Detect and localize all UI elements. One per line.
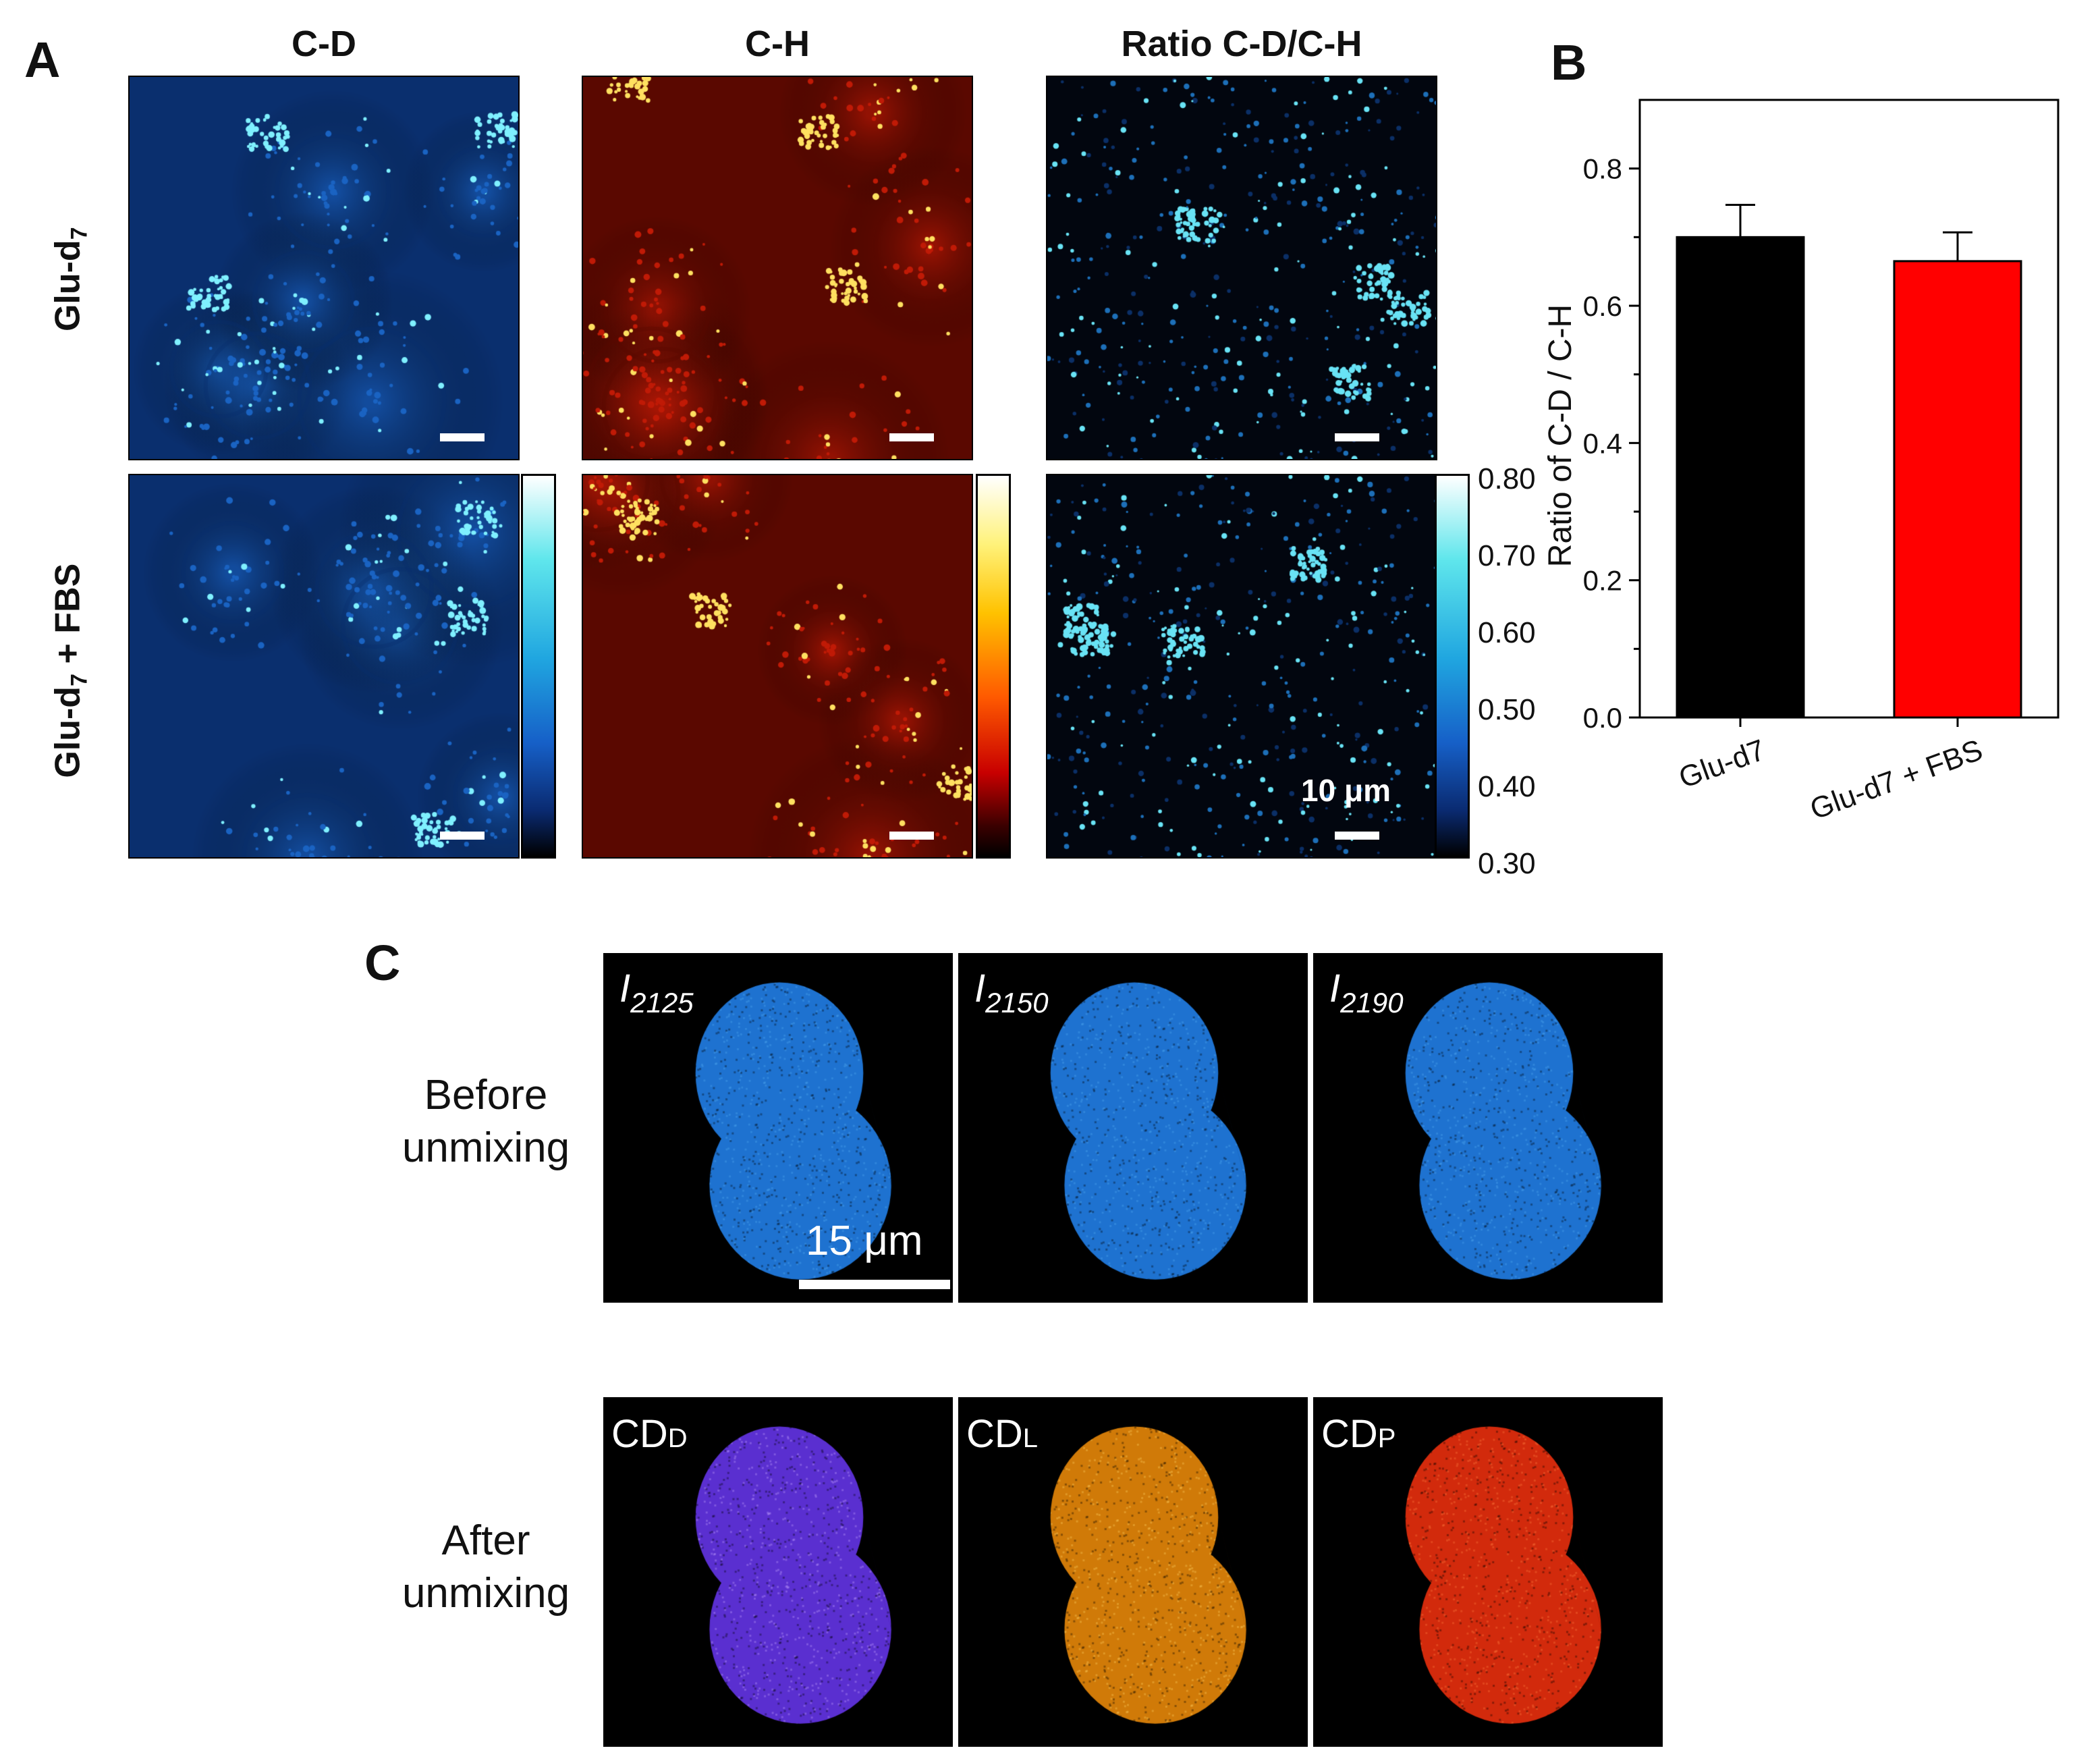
bar-1 (1893, 260, 2022, 719)
colorbar-tick-5: 0.30 (1478, 847, 1536, 880)
row-label-after-unmixing: After unmixing (402, 1517, 570, 1617)
image-ratio-glu-d7-fbs (1046, 474, 1437, 859)
label-i2150: I2150 (974, 967, 1049, 1019)
colorbar-tick-1: 0.70 (1478, 539, 1536, 572)
image-cd-glu-d7-fbs (128, 474, 520, 859)
x-tick-label-1: Glu-d7 + FBS (1806, 733, 1987, 826)
panel-b-letter: B (1551, 34, 1587, 90)
scale-bar-1 (440, 433, 485, 441)
scale-bar-label-a: 10 μm (1301, 773, 1391, 808)
scale-bar-2 (889, 433, 934, 441)
colorbar-tick-3: 0.50 (1478, 693, 1536, 726)
scale-bar-4 (440, 832, 485, 840)
image-cdl (958, 1397, 1308, 1747)
label-i2125: I2125 (619, 967, 694, 1019)
image-ratio-glu-d7 (1046, 76, 1437, 460)
label-cdl: CDL (966, 1412, 1039, 1456)
colorbar-tick-2: 0.60 (1478, 616, 1536, 649)
colorbar-tick-4: 0.40 (1478, 770, 1536, 803)
image-i2125 (603, 953, 953, 1303)
y-tick-label-0: 0.0 (1583, 702, 1622, 734)
y-tick-label-1: 0.2 (1583, 565, 1622, 597)
y-tick-label-3: 0.6 (1583, 290, 1622, 322)
label-cdd: CDD (611, 1412, 688, 1456)
y-tick-label-2: 0.4 (1583, 427, 1622, 459)
y-axis-label: Ratio of C-D / C-H (1545, 304, 1578, 567)
colorbar-ch (976, 474, 1011, 859)
image-i2190 (1313, 953, 1663, 1303)
colorbar-tick-0: 0.80 (1478, 462, 1536, 495)
scale-bar-5 (889, 832, 934, 840)
bar-0 (1676, 236, 1805, 719)
bar-chart: 0.0 0.2 0.4 0.6 0.8 Ratio of C-D / C-H Glu-d7 G… (1545, 99, 2060, 826)
scale-bar-label-c: 15 μm (806, 1218, 923, 1264)
panel-c-letter: C (364, 935, 401, 991)
column-title-ch: C-H (745, 24, 810, 64)
image-cd-glu-d7 (128, 76, 520, 460)
colorbar-cd (521, 474, 556, 859)
y-tick-label-4: 0.8 (1583, 153, 1622, 185)
column-title-cd: C-D (292, 24, 356, 64)
row-label-glu-d7: Glu-d7 (48, 227, 92, 332)
scale-bar-c (799, 1280, 950, 1289)
label-i2190: I2190 (1329, 967, 1404, 1019)
column-title-ratio: Ratio C-D/C-H (1121, 24, 1362, 64)
image-ch-glu-d7 (582, 76, 973, 460)
label-cdp: CDP (1321, 1412, 1396, 1456)
plot-frame (1638, 99, 2060, 719)
panel-a-letter: A (24, 32, 61, 88)
scale-bar-3 (1335, 433, 1379, 441)
image-cdp (1313, 1397, 1663, 1747)
image-i2150 (958, 953, 1308, 1303)
x-tick-label-0: Glu-d7 (1675, 733, 1770, 794)
row-label-glu-d7-fbs: Glu-d7 + FBS (48, 563, 92, 778)
scale-bar-6 (1335, 832, 1379, 840)
image-cdd (603, 1397, 953, 1747)
colorbar-ratio (1435, 474, 1470, 859)
image-ch-glu-d7-fbs (582, 474, 973, 859)
row-label-before-unmixing: Before unmixing (402, 1072, 570, 1171)
